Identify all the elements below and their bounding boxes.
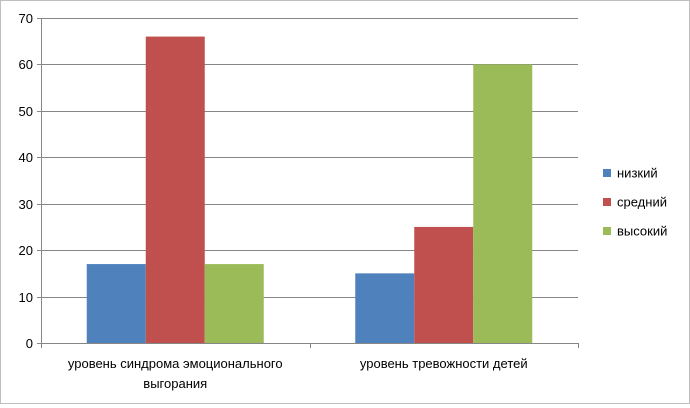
bar-низкий	[86, 264, 146, 343]
gridlines	[41, 18, 578, 298]
bar-высокий	[204, 264, 264, 343]
legend-item: низкий	[603, 166, 658, 181]
y-tick-label: 10	[19, 290, 33, 305]
legend-item: средний	[603, 195, 667, 210]
y-tick-label: 60	[19, 57, 33, 72]
legend-label: высокий	[617, 224, 667, 239]
bar-низкий	[355, 273, 415, 343]
axes	[37, 18, 579, 348]
legend-item: высокий	[603, 224, 667, 239]
y-tick-label: 0	[26, 336, 33, 351]
bar-высокий	[473, 64, 533, 343]
legend-label: средний	[617, 195, 667, 210]
y-tick-label: 30	[19, 197, 33, 212]
legend-swatch	[603, 198, 611, 206]
x-category-label: уровень синдрома эмоционального выгорания	[68, 356, 283, 391]
y-tick-label: 70	[19, 11, 33, 26]
bar-средний	[414, 226, 474, 343]
y-tick-label: 40	[19, 150, 33, 165]
legend-swatch	[603, 227, 611, 235]
legend-label: низкий	[617, 166, 658, 181]
y-tick-label: 50	[19, 104, 33, 119]
y-tick-labels: 0 10 20 30 40 50 60 70	[19, 11, 33, 351]
legend-swatch	[603, 169, 611, 177]
x-category-label: уровень тревожности детей	[360, 356, 528, 371]
bars	[86, 36, 533, 343]
y-tick-label: 20	[19, 243, 33, 258]
legend: низкий средний высокий	[603, 166, 667, 239]
bar-средний	[145, 36, 205, 343]
x-category-labels: уровень синдрома эмоционального выгорания…	[68, 356, 528, 391]
